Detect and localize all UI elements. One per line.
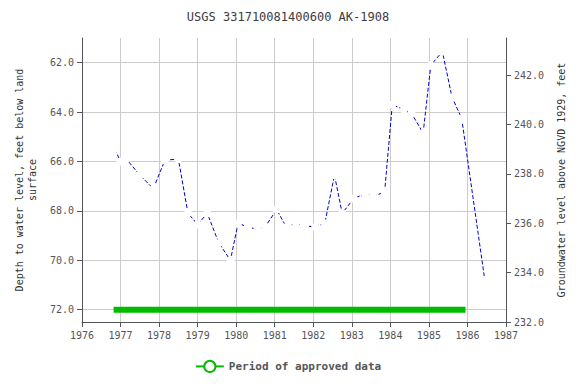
svg-text:Period of approved data: Period of approved data xyxy=(229,360,381,373)
svg-text:242.0: 242.0 xyxy=(514,70,544,81)
svg-text:62.0: 62.0 xyxy=(50,57,74,68)
svg-text:1987: 1987 xyxy=(494,330,518,341)
svg-text:1983: 1983 xyxy=(340,330,364,341)
svg-text:1978: 1978 xyxy=(147,330,171,341)
svg-text:Depth to water level, feet bel: Depth to water level, feet below land xyxy=(14,69,25,292)
svg-text:1981: 1981 xyxy=(263,330,287,341)
svg-text:232.0: 232.0 xyxy=(514,317,544,328)
svg-text:70.0: 70.0 xyxy=(50,255,74,266)
svg-text:240.0: 240.0 xyxy=(514,119,544,130)
svg-text:Groundwater level above NGVD 1: Groundwater level above NGVD 1929, feet xyxy=(556,63,567,298)
svg-text:1979: 1979 xyxy=(186,330,210,341)
svg-text:64.0: 64.0 xyxy=(50,107,74,118)
svg-text:68.0: 68.0 xyxy=(50,205,74,216)
svg-text:1977: 1977 xyxy=(108,330,132,341)
svg-text:1986: 1986 xyxy=(455,330,479,341)
svg-text:72.0: 72.0 xyxy=(50,304,74,315)
svg-text:1980: 1980 xyxy=(224,330,248,341)
svg-text:1982: 1982 xyxy=(301,330,325,341)
svg-text:1976: 1976 xyxy=(70,330,94,341)
svg-text:238.0: 238.0 xyxy=(514,168,544,179)
svg-text:1985: 1985 xyxy=(417,330,441,341)
svg-text:66.0: 66.0 xyxy=(50,156,74,167)
svg-text:1984: 1984 xyxy=(378,330,402,341)
svg-text:surface: surface xyxy=(27,159,38,201)
svg-text:236.0: 236.0 xyxy=(514,218,544,229)
svg-text:USGS 331710081400600 AK-1908: USGS 331710081400600 AK-1908 xyxy=(187,10,389,24)
svg-text:234.0: 234.0 xyxy=(514,267,544,278)
